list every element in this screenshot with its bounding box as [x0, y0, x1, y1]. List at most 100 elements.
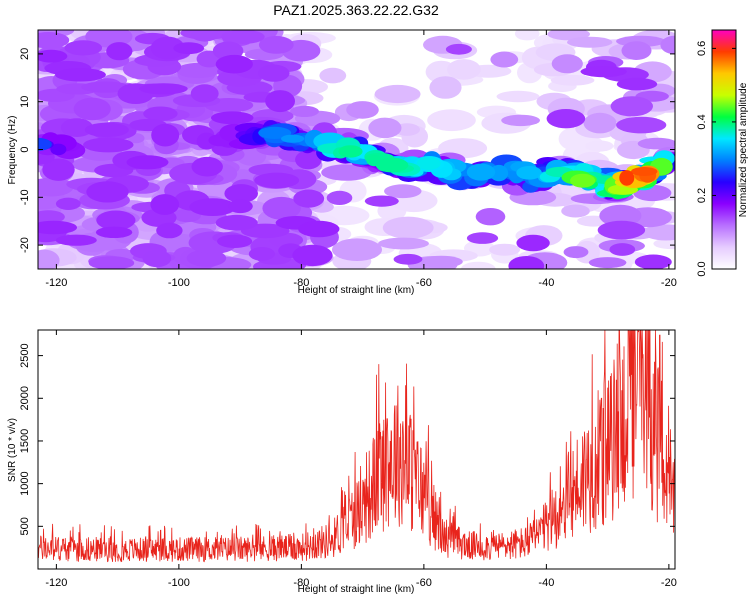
colorbar-tick-label: 0.2 — [696, 188, 708, 203]
heatmap-cell — [258, 36, 294, 54]
heatmap-cell — [55, 234, 97, 246]
heatmap-cell — [254, 172, 300, 189]
heatmap-cell — [419, 255, 463, 268]
heatmap-cell — [580, 66, 627, 78]
heatmap-cell — [81, 81, 130, 93]
heatmap-cell — [83, 137, 134, 153]
snr-y-ticks: 500 1000 1500 2000 2500 — [19, 343, 675, 536]
heatmap-cell — [142, 249, 172, 268]
heatmap-cell — [445, 43, 472, 55]
heatmap-cell — [64, 40, 103, 56]
x-tick-label: -20 — [661, 277, 677, 289]
heatmap-cell — [338, 145, 363, 158]
heatmap-cell — [416, 157, 441, 170]
heatmap-cell — [319, 67, 347, 84]
heatmap-cell — [501, 114, 540, 127]
heatmap-cell — [567, 36, 613, 48]
heatmap-cell — [86, 181, 129, 203]
x-tick-label: -20 — [661, 577, 677, 589]
heatmap-cell — [290, 105, 319, 117]
heatmap-cell — [38, 49, 68, 63]
heatmap-cell — [429, 76, 462, 99]
heatmap-cell — [550, 74, 595, 86]
heatmap-cell — [384, 184, 422, 199]
heatmap-cell — [156, 222, 183, 239]
snr-panel: -120 -100 -80 -60 -40 -20 500 1000 1500 2000 2500… — [7, 329, 677, 595]
y-tick-label: 2500 — [19, 343, 31, 367]
heatmap-cell — [292, 244, 333, 267]
heatmap-cell — [42, 158, 75, 181]
heatmap-cell — [460, 261, 496, 269]
colorbar-tick-label: 0.4 — [696, 114, 708, 129]
y-tick-label: -10 — [19, 189, 31, 205]
heatmap-cell — [96, 210, 136, 231]
heatmap-cell — [190, 84, 219, 103]
heatmap-cell — [546, 109, 586, 129]
heatmap-cell — [375, 157, 409, 173]
heatmap-cell — [321, 164, 372, 181]
heatmap-cell — [248, 247, 275, 261]
heatmap-cell — [616, 116, 667, 134]
snr-y-axis-title: SNR (10 * v/v) — [7, 418, 18, 482]
heatmap-cell — [143, 106, 178, 121]
heatmap-cell — [653, 238, 675, 250]
heatmap-cell — [38, 220, 78, 235]
x-tick-label: -60 — [416, 277, 432, 289]
heatmap-cell — [265, 90, 295, 113]
heatmap-cell — [73, 97, 111, 121]
heatmap-cell — [508, 256, 545, 269]
heatmap-cell — [191, 30, 219, 42]
y-tick-label: 10 — [19, 96, 31, 108]
y-tick-label: -20 — [19, 237, 31, 253]
heatmap-cell — [561, 204, 590, 218]
colorbar-gradient — [711, 29, 737, 270]
heatmap-cell — [224, 184, 258, 203]
colorbar: 0.0 0.2 0.4 0.6 Normalized spectral amplitu… — [696, 29, 749, 277]
x-tick-label: -80 — [293, 277, 309, 289]
x-tick-label: -60 — [416, 577, 432, 589]
y-tick-label: 1000 — [19, 471, 31, 495]
heatmap-cell — [210, 111, 254, 125]
snr-series-line — [38, 330, 675, 563]
heatmap-cell — [38, 137, 52, 151]
heatmap-cell — [427, 109, 476, 132]
heatmap-cell — [447, 59, 481, 80]
heatmap-cell — [221, 30, 265, 44]
heatmap-cell — [368, 117, 402, 139]
heatmap-cell — [599, 204, 642, 227]
heatmap-cell — [496, 90, 540, 103]
snr-frame — [37, 329, 676, 570]
heatmap-cell — [631, 167, 658, 176]
y-tick-label: 2000 — [19, 386, 31, 410]
heatmap-cell — [150, 36, 185, 60]
figure-title: PAZ1.2025.363.22.22.G32 — [273, 2, 439, 18]
heatmap-cell — [588, 257, 627, 269]
heatmap-cell — [38, 32, 70, 49]
heatmap-cell — [262, 196, 301, 220]
heatmap-cell — [637, 137, 675, 150]
heatmap-cell — [621, 41, 652, 60]
x-tick-label: -80 — [293, 577, 309, 589]
x-tick-label: -40 — [538, 577, 554, 589]
heatmap-cell — [610, 96, 653, 117]
heatmap-cell — [217, 234, 253, 248]
x-tick-label: -120 — [45, 577, 67, 589]
spectrogram-y-axis-title: Frequency (Hz) — [7, 116, 18, 185]
x-tick-label: -40 — [538, 277, 554, 289]
heatmap-cell — [489, 164, 509, 182]
heatmap-cell — [616, 77, 658, 91]
heatmap-cell — [38, 249, 60, 269]
x-tick-label: -100 — [168, 277, 190, 289]
heatmap-cell — [258, 64, 290, 82]
heatmap-cell — [619, 170, 635, 186]
heatmap-cell — [38, 210, 65, 224]
heatmap-cell — [609, 243, 636, 256]
colorbar-tick-label: 0.6 — [696, 41, 708, 56]
heatmap-cell — [38, 177, 74, 197]
spectrogram-x-axis-title: Height of straight line (km) — [298, 285, 415, 296]
x-tick-label: -100 — [168, 577, 190, 589]
heatmap-cell — [466, 163, 496, 181]
heatmap-cell — [551, 54, 583, 74]
